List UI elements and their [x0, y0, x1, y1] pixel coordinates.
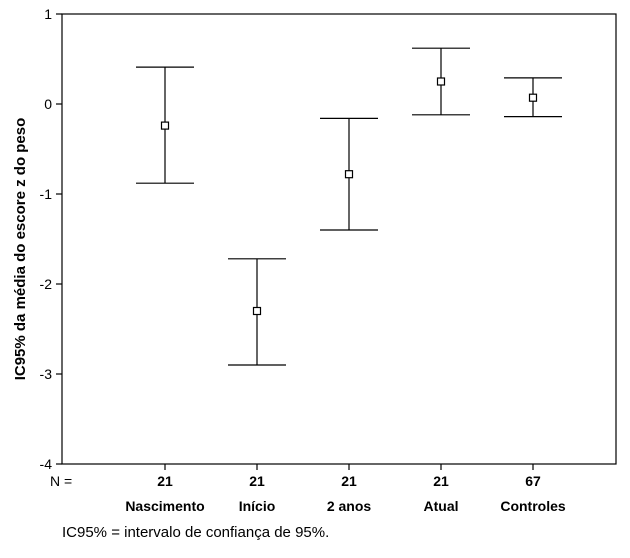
mean-marker: [436, 77, 446, 86]
y-tick-label: -3: [40, 366, 53, 382]
error-bar-chart: 1 0 -1 -2 -3 -4N = 21 Nascimento 21 Início 21 2 ano…: [12, 6, 617, 514]
y-tick-label: -1: [40, 186, 53, 202]
category-label: Atual: [424, 498, 459, 514]
mean-marker: [252, 306, 262, 316]
mean-marker: [344, 170, 354, 179]
n-value-label: 21: [157, 473, 173, 489]
y-tick-label: -2: [40, 276, 53, 292]
category-label: 2 anos: [327, 498, 372, 514]
mean-marker: [160, 121, 170, 130]
mean-marker: [528, 93, 538, 102]
y-axis-label: IC95% da média do escore z do peso: [12, 118, 29, 381]
category-label: Nascimento: [125, 498, 204, 514]
error-bar-marks: [136, 47, 562, 366]
footnote: IC95% = intervalo de confiança de 95%.: [62, 524, 330, 541]
category-label: Controles: [500, 498, 566, 514]
y-tick-label: 0: [44, 96, 52, 112]
category-label: Início: [239, 498, 276, 514]
n-row-label: N =: [50, 473, 72, 489]
n-value-label: 67: [525, 473, 541, 489]
plot-frame: [61, 13, 617, 465]
y-tick-label: -4: [40, 456, 53, 472]
y-tick-label: 1: [44, 6, 52, 22]
n-value-label: 21: [341, 473, 357, 489]
n-value-label: 21: [249, 473, 265, 489]
axes: 1 0 -1 -2 -3 -4N = 21 Nascimento 21 Início 21 2 ano…: [40, 6, 617, 514]
n-value-label: 21: [433, 473, 449, 489]
